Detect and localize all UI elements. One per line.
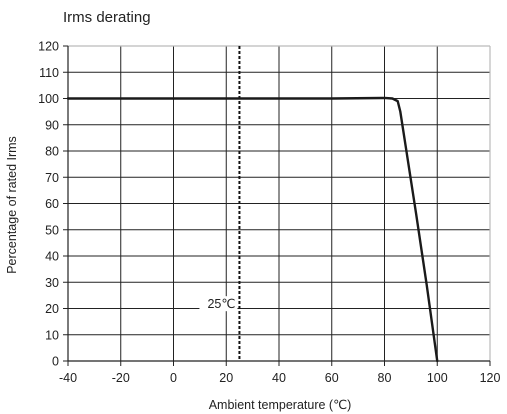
y-axis-ticks: 0 10 20 30 40 50 60 70 80 90 100 110 120 bbox=[38, 40, 68, 369]
x-tick-label: 40 bbox=[272, 371, 286, 385]
y-tick-label: 70 bbox=[45, 171, 59, 185]
grid bbox=[68, 46, 490, 361]
series-group bbox=[66, 96, 439, 363]
y-tick-label: 10 bbox=[45, 328, 59, 342]
y-tick-label: 40 bbox=[45, 250, 59, 264]
series-line bbox=[66, 96, 439, 363]
x-tick-label: 100 bbox=[427, 371, 448, 385]
x-tick-label: 80 bbox=[378, 371, 392, 385]
y-tick-label: 80 bbox=[45, 145, 59, 159]
y-tick-label: 60 bbox=[45, 197, 59, 211]
y-axis-label: Percentage of rated Irms bbox=[5, 136, 19, 274]
chart-title: Irms derating bbox=[63, 9, 151, 26]
annotations: 25℃ bbox=[199, 46, 241, 361]
x-tick-label: -20 bbox=[112, 371, 130, 385]
y-tick-label: 90 bbox=[45, 118, 59, 132]
y-tick-label: 110 bbox=[39, 66, 59, 80]
y-tick-label: 100 bbox=[38, 92, 59, 106]
reference-label-bg bbox=[199, 296, 238, 312]
x-axis-label: Ambient temperature (℃) bbox=[209, 398, 352, 412]
x-tick-label: -40 bbox=[59, 371, 77, 385]
x-axis-ticks: -40 -20 0 20 40 60 80 100 120 bbox=[59, 361, 501, 385]
y-tick-label: 50 bbox=[45, 223, 59, 237]
y-tick-label: 20 bbox=[45, 302, 59, 316]
x-tick-label: 20 bbox=[219, 371, 233, 385]
x-tick-label: 120 bbox=[480, 371, 501, 385]
y-tick-label: 30 bbox=[45, 276, 59, 290]
y-tick-label: 120 bbox=[38, 40, 59, 54]
reference-label: 25℃ bbox=[207, 297, 235, 311]
y-tick-label: 0 bbox=[52, 355, 59, 369]
x-tick-label: 0 bbox=[170, 371, 177, 385]
x-tick-label: 60 bbox=[325, 371, 339, 385]
